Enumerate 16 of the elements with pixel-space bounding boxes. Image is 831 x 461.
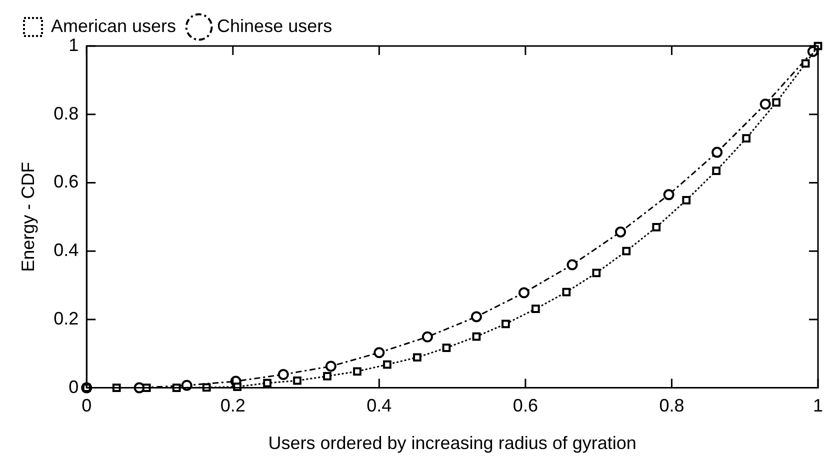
y-tick-label: 0.2 bbox=[54, 308, 79, 328]
y-tick-label: 0 bbox=[68, 376, 79, 397]
y-tick-label: 0.6 bbox=[54, 172, 79, 192]
x-tick-label: 0.2 bbox=[220, 396, 246, 416]
legend-label: Chinese users bbox=[217, 16, 332, 36]
x-tick-label: 0.8 bbox=[659, 396, 684, 416]
x-tick-label: 1 bbox=[812, 396, 823, 416]
y-tick-label: 0.8 bbox=[54, 103, 79, 124]
x-axis-title: Users ordered by increasing radius of gyration bbox=[268, 433, 636, 454]
y-tick-label: 1 bbox=[68, 34, 79, 55]
y-axis-title: Energy - CDF bbox=[18, 162, 38, 272]
x-tick-label: 0.6 bbox=[512, 396, 538, 416]
x-tick-label: 0 bbox=[82, 396, 92, 416]
y-tick-label: 0.4 bbox=[54, 240, 79, 260]
x-tick-label: 0.4 bbox=[366, 396, 392, 416]
legend-label: American users bbox=[51, 16, 176, 36]
